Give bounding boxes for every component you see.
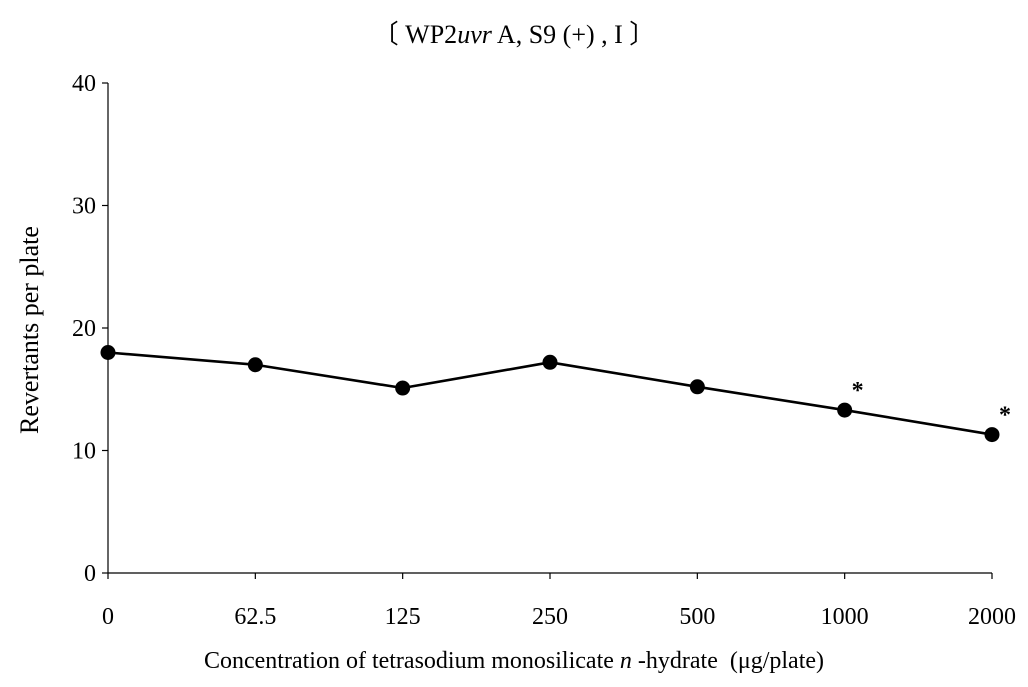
data-point bbox=[395, 380, 411, 396]
y-tick-label: 40 bbox=[72, 71, 96, 97]
data-point bbox=[837, 402, 853, 418]
y-tick-label: 10 bbox=[72, 439, 96, 465]
y-tick-label: 20 bbox=[72, 316, 96, 342]
data-point bbox=[100, 345, 116, 360]
x-tick-label: 250 bbox=[532, 604, 568, 630]
y-tick-label: 0 bbox=[84, 561, 96, 587]
x-axis-label: Concentration of tetrasodium monosilicat… bbox=[0, 648, 1028, 675]
x-tick-label: 1000 bbox=[821, 604, 869, 630]
x-tick-label: 62.5 bbox=[234, 604, 276, 630]
title-strain-italic: uvr bbox=[457, 20, 492, 49]
x-axis-label-italic: n bbox=[619, 648, 632, 674]
chart-title: 〔 WP2uvr A, S9 (+) , I 〕 bbox=[0, 14, 1028, 51]
data-point bbox=[247, 357, 263, 373]
significance-marker: * bbox=[999, 403, 1011, 429]
x-axis-label-pre: Concentration of tetrasodium monosilicat… bbox=[203, 648, 620, 674]
x-tick-label: 500 bbox=[679, 604, 715, 630]
x-axis-label-post: -hydrate (μg/plate) bbox=[631, 648, 825, 674]
significance-marker: * bbox=[852, 378, 864, 404]
data-point bbox=[689, 379, 705, 395]
x-tick-label: 125 bbox=[385, 604, 421, 630]
data-point bbox=[542, 354, 558, 370]
x-tick-label: 0 bbox=[102, 604, 114, 630]
title-close: A, S9 (+) , I 〕 bbox=[491, 20, 656, 49]
title-open: 〔 WP2 bbox=[372, 20, 458, 49]
x-tick-label: 2000 bbox=[968, 604, 1016, 630]
data-point bbox=[984, 427, 1000, 443]
y-tick-label: 30 bbox=[72, 194, 96, 220]
